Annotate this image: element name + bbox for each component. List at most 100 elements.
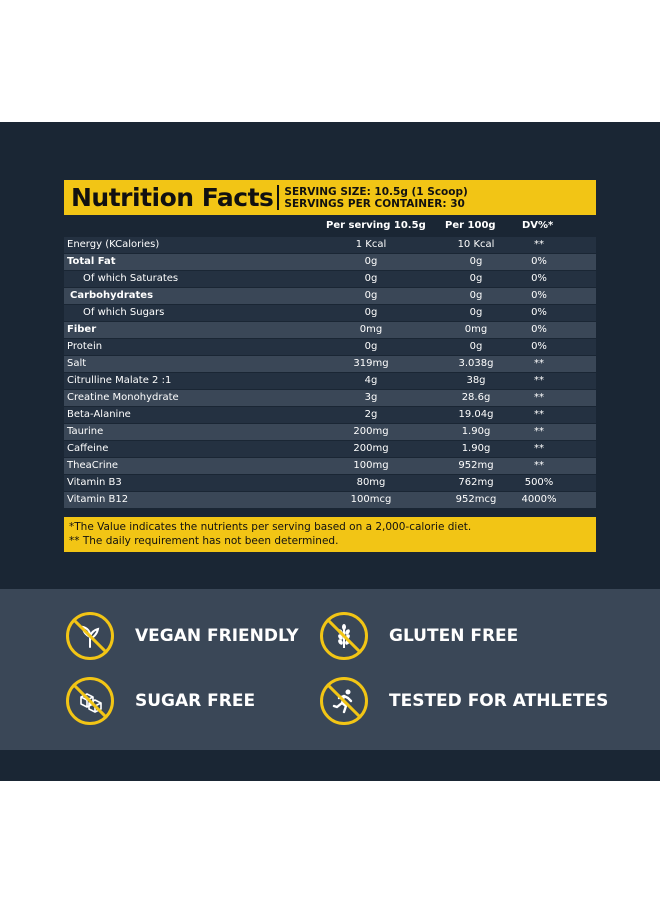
- row-dv: 0%: [531, 273, 547, 284]
- sugar-cube-icon: [66, 677, 114, 725]
- row-per100: 952mcg: [455, 494, 497, 505]
- runner-icon: [320, 677, 368, 725]
- badge-vegan: VEGAN FRIENDLY: [66, 612, 299, 660]
- row-dv: 0%: [531, 324, 547, 335]
- row-dv: **: [534, 409, 544, 420]
- row-dv: 0%: [531, 341, 547, 352]
- table-row: Vitamin B3 80mg 762mg 500%: [64, 475, 596, 492]
- row-per100: 0g: [469, 307, 483, 318]
- row-per100: 10 Kcal: [457, 239, 495, 250]
- badge-athletes-label: TESTED FOR ATHLETES: [389, 691, 609, 711]
- row-name: Protein: [67, 341, 103, 352]
- row-serving: 0g: [364, 273, 378, 284]
- row-per100: 0g: [469, 273, 483, 284]
- row-name: Total Fat: [67, 256, 116, 267]
- col-per-100g: Per 100g: [445, 220, 496, 231]
- row-dv: 0%: [531, 290, 547, 301]
- row-per100: 0g: [469, 341, 483, 352]
- row-name: Carbohydrates: [70, 290, 154, 301]
- row-name: TheaCrine: [67, 460, 119, 471]
- row-name: Of which Saturates: [83, 273, 179, 284]
- row-name: Citrulline Malate 2 :1: [67, 375, 172, 386]
- header-divider: [277, 185, 280, 210]
- servings-per-container: SERVINGS PER CONTAINER: 30: [284, 197, 465, 210]
- badge-athletes: TESTED FOR ATHLETES: [320, 677, 608, 725]
- row-serving: 4g: [364, 375, 378, 386]
- nutrition-facts-header: Nutrition Facts SERVING SIZE: 10.5g (1 S…: [64, 180, 596, 215]
- row-serving: 200mg: [353, 443, 389, 454]
- col-dv: DV%*: [522, 220, 554, 231]
- table-row: Energy (KCalories) 1 Kcal 10 Kcal **: [64, 237, 596, 254]
- row-name: Vitamin B3: [67, 477, 122, 488]
- row-dv: **: [534, 358, 544, 369]
- wheat-icon: [320, 612, 368, 660]
- table-row: Creatine Monohydrate 3g 28.6g **: [64, 390, 596, 407]
- table-row: Of which Saturates 0g 0g 0%: [64, 271, 596, 288]
- leaf-icon: [66, 612, 114, 660]
- badge-vegan-label: VEGAN FRIENDLY: [135, 626, 299, 646]
- badge-sugar: SUGAR FREE: [66, 677, 255, 725]
- row-per100: 0mg: [464, 324, 488, 335]
- row-serving: 100mg: [353, 460, 389, 471]
- row-dv: **: [534, 443, 544, 454]
- row-serving: 100mcg: [350, 494, 392, 505]
- row-dv: **: [534, 392, 544, 403]
- table-row: Protein 0g 0g 0%: [64, 339, 596, 356]
- row-serving: 0g: [364, 341, 378, 352]
- table-row: Citrulline Malate 2 :1 4g 38g **: [64, 373, 596, 390]
- table-row: Total Fat 0g 0g 0%: [64, 254, 596, 271]
- row-dv: 4000%: [521, 494, 557, 505]
- row-per100: 28.6g: [461, 392, 491, 403]
- table-row: Beta-Alanine 2g 19.04g **: [64, 407, 596, 424]
- nutrition-table: Energy (KCalories) 1 Kcal 10 Kcal ** Tot…: [64, 237, 596, 509]
- badge-sugar-label: SUGAR FREE: [135, 691, 256, 711]
- row-serving: 0g: [364, 290, 378, 301]
- row-per100: 3.038g: [458, 358, 494, 369]
- row-per100: 19.04g: [458, 409, 494, 420]
- row-dv: **: [534, 460, 544, 471]
- row-name: Taurine: [67, 426, 104, 437]
- row-per100: 952mg: [458, 460, 494, 471]
- footnote-dv: *The Value indicates the nutrients per s…: [69, 521, 472, 533]
- row-name: Vitamin B12: [67, 494, 129, 505]
- row-dv: **: [534, 426, 544, 437]
- row-name: Fiber: [67, 324, 97, 335]
- table-row: Fiber 0mg 0mg 0%: [64, 322, 596, 339]
- footnote-undetermined: ** The daily requirement has not been de…: [69, 535, 339, 547]
- row-serving: 3g: [364, 392, 378, 403]
- row-serving: 0g: [364, 256, 378, 267]
- row-dv: **: [534, 375, 544, 386]
- col-per-serving: Per serving 10.5g: [326, 220, 426, 231]
- row-name: Salt: [67, 358, 87, 369]
- row-per100: 1.90g: [461, 426, 491, 437]
- row-name: Energy (KCalories): [67, 239, 160, 250]
- bottom-strip: [0, 750, 660, 781]
- nutrition-facts-title: Nutrition Facts: [71, 183, 274, 212]
- table-row: Carbohydrates 0g 0g 0%: [64, 288, 596, 305]
- row-per100: 0g: [469, 290, 483, 301]
- badge-gluten: GLUTEN FREE: [320, 612, 518, 660]
- table-row: Of which Sugars 0g 0g 0%: [64, 305, 596, 322]
- row-dv: 500%: [524, 477, 554, 488]
- row-name: Beta-Alanine: [67, 409, 131, 420]
- row-serving: 200mg: [353, 426, 389, 437]
- row-serving: 0mg: [359, 324, 383, 335]
- row-per100: 0g: [469, 256, 483, 267]
- row-dv: **: [534, 239, 544, 250]
- serving-info: SERVING SIZE: 10.5g (1 Scoop) SERVINGS P…: [284, 186, 467, 210]
- table-row: Vitamin B12 100mcg 952mcg 4000%: [64, 492, 596, 509]
- row-serving: 1 Kcal: [355, 239, 387, 250]
- row-serving: 80mg: [356, 477, 386, 488]
- row-serving: 319mg: [353, 358, 389, 369]
- row-name: Of which Sugars: [83, 307, 165, 318]
- table-row: Taurine 200mg 1.90g **: [64, 424, 596, 441]
- badge-gluten-label: GLUTEN FREE: [389, 626, 519, 646]
- row-dv: 0%: [531, 307, 547, 318]
- nutrition-footer: *The Value indicates the nutrients per s…: [64, 517, 596, 552]
- row-per100: 1.90g: [461, 443, 491, 454]
- serving-size: SERVING SIZE: 10.5g (1 Scoop): [284, 185, 468, 198]
- row-per100: 38g: [466, 375, 486, 386]
- row-per100: 762mg: [458, 477, 494, 488]
- row-name: Caffeine: [67, 443, 109, 454]
- row-dv: 0%: [531, 256, 547, 267]
